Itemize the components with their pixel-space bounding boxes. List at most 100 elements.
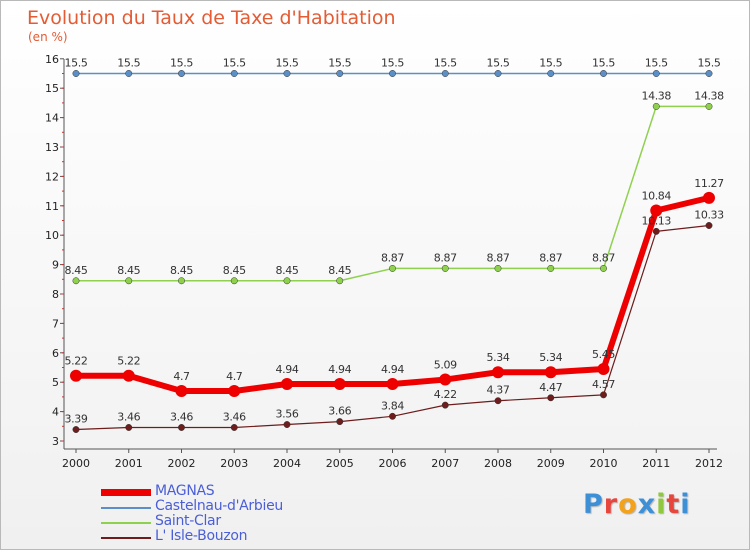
data-label: 14.38 — [694, 89, 724, 102]
logo-letter: t — [666, 489, 681, 520]
data-point — [600, 70, 607, 77]
data-label: 15.5 — [276, 57, 299, 70]
data-point — [175, 385, 188, 398]
y-tick-label: 4 — [52, 406, 59, 419]
data-point — [600, 391, 607, 399]
data-point — [492, 366, 504, 379]
data-point — [544, 366, 557, 379]
y-tick-label: 15 — [45, 82, 59, 95]
y-tick-label: 14 — [45, 112, 59, 125]
logo-letter: P — [583, 489, 604, 520]
data-point — [441, 264, 449, 272]
data-point — [283, 421, 291, 428]
data-point — [441, 401, 449, 409]
data-label: 15.5 — [223, 57, 246, 70]
data-point — [281, 377, 293, 390]
data-label: 15.5 — [539, 57, 562, 70]
data-label: 15.5 — [592, 57, 615, 70]
chart-subtitle: (en %) — [28, 30, 68, 44]
data-label: 5.34 — [539, 351, 562, 364]
data-label: 8.45 — [328, 264, 351, 277]
legend-label: Saint-Clar — [155, 513, 221, 529]
x-tick-label: 2012 — [695, 457, 723, 470]
logo-letter: i — [656, 489, 667, 520]
data-point — [178, 424, 185, 431]
data-label: 15.5 — [434, 57, 457, 70]
data-point — [652, 227, 660, 235]
data-label: 8.87 — [434, 251, 457, 264]
data-point — [283, 277, 291, 285]
x-tick-label: 2009 — [537, 457, 565, 470]
chart-title: Evolution du Taux de Taxe d'Habitation — [27, 7, 396, 29]
y-tick-label: 5 — [52, 376, 59, 389]
data-label: 10.84 — [642, 190, 672, 203]
data-label: 15.5 — [65, 57, 88, 70]
data-point — [652, 70, 660, 77]
data-label: 15.5 — [698, 57, 721, 70]
data-label: 5.45 — [592, 348, 615, 361]
data-label: 8.45 — [223, 264, 246, 277]
x-tick-label: 2005 — [326, 457, 354, 470]
data-point — [125, 424, 133, 431]
data-label: 8.45 — [170, 264, 193, 277]
data-label: 8.45 — [65, 264, 88, 277]
y-tick-label: 11 — [45, 200, 59, 213]
data-label: 4.37 — [487, 384, 510, 397]
data-point — [547, 394, 555, 402]
y-tick-label: 8 — [52, 288, 59, 301]
data-label: 8.87 — [592, 251, 615, 264]
x-tick-label: 2008 — [484, 457, 512, 470]
y-tick-label: 7 — [52, 317, 59, 330]
data-point — [125, 70, 133, 77]
y-tick-label: 10 — [45, 229, 59, 242]
y-tick-label: 6 — [52, 347, 59, 360]
x-tick-label: 2004 — [273, 457, 301, 470]
data-label: 4.57 — [592, 378, 615, 391]
data-label: 4.47 — [539, 381, 562, 394]
data-label: 3.46 — [170, 410, 193, 423]
data-label: 10.33 — [694, 208, 724, 221]
data-point — [336, 277, 344, 285]
data-label: 8.45 — [117, 264, 140, 277]
data-point — [597, 362, 610, 375]
y-tick-label: 3 — [52, 435, 59, 448]
data-label: 4.94 — [276, 363, 299, 376]
data-point — [228, 385, 241, 398]
y-tick-label: 13 — [45, 141, 59, 154]
data-point — [547, 70, 555, 77]
y-tick-label: 16 — [45, 53, 59, 66]
data-label: 4.7 — [173, 370, 190, 383]
data-label: 15.5 — [328, 57, 351, 70]
data-label: 8.87 — [539, 251, 562, 264]
x-tick-label: 2006 — [379, 457, 407, 470]
data-point — [494, 397, 502, 405]
x-tick-label: 2002 — [168, 457, 196, 470]
data-label: 15.5 — [487, 57, 510, 70]
data-label: 3.46 — [117, 410, 140, 423]
series-layer — [70, 70, 715, 433]
data-point — [336, 418, 344, 426]
logo-letter: x — [637, 489, 657, 520]
x-tick-label: 2000 — [62, 457, 90, 470]
data-label: 3.39 — [65, 413, 88, 426]
data-label: 14.38 — [642, 89, 672, 102]
data-point — [705, 102, 713, 110]
chart-axes: 3 4 5 6 7 8 9 10 11 12 13 14 15 16 2000 2001 2002 2003 200… — [45, 53, 723, 470]
legend-swatch — [101, 489, 151, 496]
data-labels: 15.5 15.5 15.5 15.5 15.5 15.5 15.5 15.5 15.5 15.5… — [65, 57, 725, 426]
logo-letter: r — [603, 489, 619, 520]
data-point — [441, 70, 449, 77]
data-point — [125, 277, 133, 285]
y-tick-label: 12 — [45, 170, 59, 183]
data-label: 4.94 — [328, 363, 351, 376]
data-point — [230, 424, 238, 431]
data-point — [333, 377, 346, 390]
data-point — [389, 70, 396, 77]
data-label: 10.13 — [642, 214, 672, 227]
data-label: 5.09 — [434, 359, 457, 372]
data-point — [122, 369, 135, 382]
data-point — [389, 412, 396, 420]
data-label: 4.94 — [381, 363, 404, 376]
data-label: 8.87 — [487, 251, 510, 264]
